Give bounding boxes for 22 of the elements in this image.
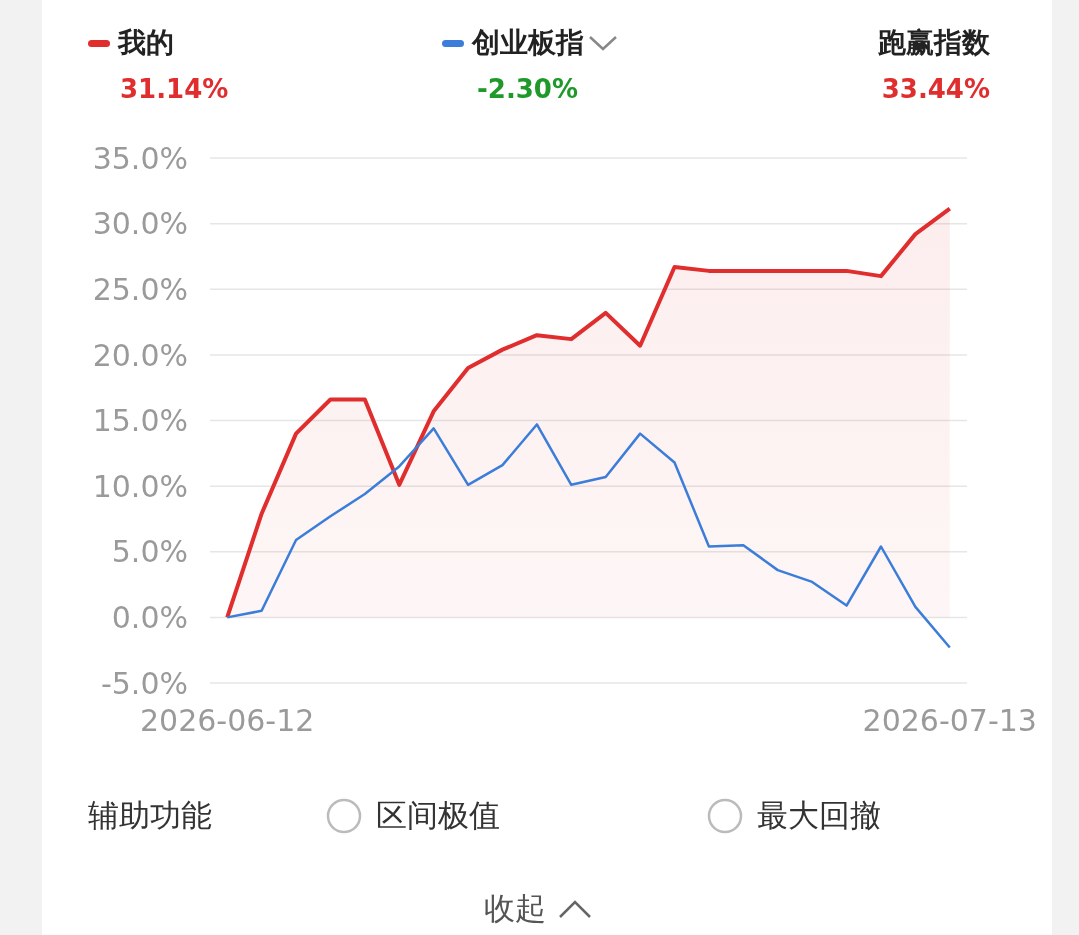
text: -2.30% (477, 74, 578, 104)
x-tick-label: 2026-07-13 (862, 703, 1037, 738)
legend-label: 创业板指 (472, 25, 584, 61)
legend-label: 我的 (118, 25, 174, 61)
text: 33.44% (881, 74, 990, 104)
x-tick-label: 2026-06-12 (140, 703, 315, 738)
text: 收起 (484, 889, 546, 928)
y-tick-label: 10.0% (92, 468, 188, 504)
y-tick-label: 0.0% (111, 600, 188, 636)
text: 区间极值 (376, 796, 500, 835)
y-tick-label: 15.0% (92, 403, 188, 439)
y-tick-label: 25.0% (92, 271, 188, 307)
y-tick-label: 35.0% (92, 140, 188, 176)
text: 最大回撤 (757, 796, 881, 835)
y-tick-label: -5.0% (100, 665, 188, 701)
text: 31.14% (120, 74, 229, 104)
y-tick-label: 20.0% (92, 337, 188, 373)
y-tick-label: 5.0% (111, 534, 188, 570)
text: 辅助功能 (88, 796, 212, 835)
y-tick-label: 30.0% (92, 206, 188, 242)
text: 跑赢指数 (878, 25, 990, 61)
line-series (225, 423, 952, 649)
